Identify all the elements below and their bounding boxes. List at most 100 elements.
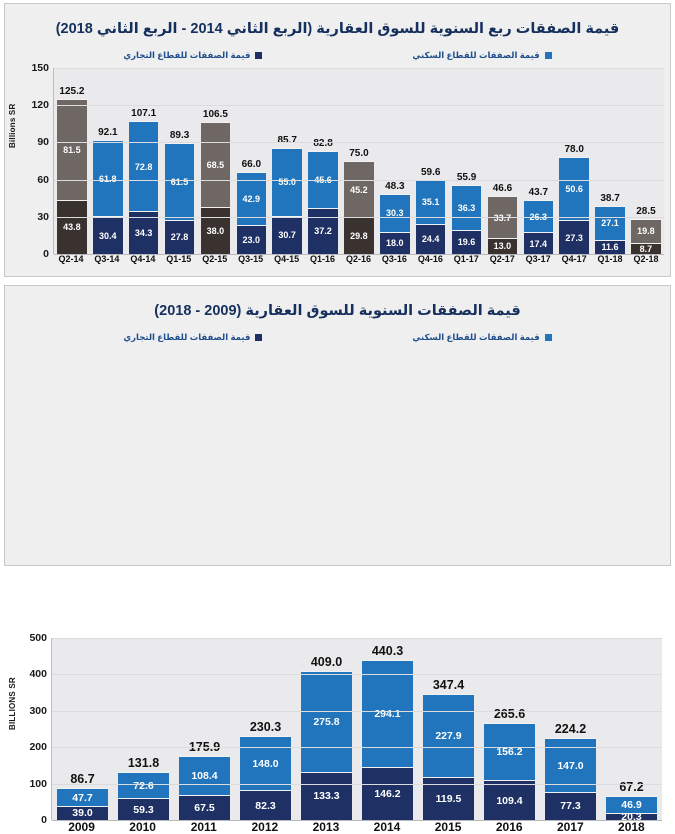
bar-segment-commercial[interactable]: 8.7 (631, 243, 661, 254)
bar-segment-commercial[interactable]: 30.4 (93, 216, 123, 254)
bar-group[interactable]: 125.2 81.5 43.8 (54, 68, 90, 254)
bar-segment-residential[interactable]: 42.9 (236, 172, 267, 226)
bar-segment-residential[interactable]: 27.1 (595, 206, 625, 240)
legend-item-residential[interactable]: قيمة الصفقات للقطاع السكني (412, 332, 552, 343)
bar-segment-commercial[interactable]: 82.3 (240, 790, 291, 820)
stacked-bar[interactable]: 227.9 119.5 (423, 693, 474, 820)
bar-segment-commercial[interactable]: 77.3 (545, 791, 596, 820)
stacked-bar[interactable]: 294.1 146.2 (362, 659, 413, 820)
stacked-bar[interactable]: 72.8 34.3 (128, 121, 159, 254)
bar-group[interactable]: 28.5 19.8 8.7 (628, 68, 664, 254)
bar-segment-residential[interactable]: 61.5 (164, 143, 195, 220)
stacked-bar[interactable]: 35.1 24.4 (415, 180, 446, 254)
bar-segment-commercial[interactable]: 17.4 (523, 232, 554, 254)
bar-segment-residential[interactable]: 156.2 (484, 723, 535, 781)
bar-group[interactable]: 107.1 72.8 34.3 (126, 68, 162, 254)
bar-segment-commercial[interactable]: 59.3 (118, 798, 169, 820)
bar-group[interactable]: 82.845.637.2 (305, 68, 341, 254)
bar-group[interactable]: 89.3 61.5 27.8 (162, 68, 198, 254)
bar-group[interactable]: 59.6 35.1 24.4 (413, 68, 449, 254)
bar-segment-commercial[interactable]: 27.8 (164, 219, 195, 254)
stacked-bar[interactable]: 26.3 17.4 (523, 199, 554, 254)
bar-segment-commercial[interactable]: 37.2 (308, 207, 338, 254)
bar-group[interactable]: 86.7 47.7 39.0 (52, 638, 113, 820)
bar-segment-commercial[interactable]: 146.2 (362, 766, 413, 820)
bar-segment-commercial[interactable]: 24.4 (415, 223, 446, 254)
stacked-bar[interactable]: 45.637.2 (308, 151, 338, 254)
bar-segment-residential[interactable]: 148.0 (240, 736, 291, 791)
bar-segment-residential[interactable]: 55.0 (272, 147, 302, 216)
stacked-bar[interactable]: 45.2 29.8 (344, 161, 374, 254)
bar-group[interactable]: 265.6 156.2 109.4 (479, 638, 540, 820)
bar-group[interactable]: 440.3 294.1 146.2 (357, 638, 418, 820)
bar-segment-commercial[interactable]: 13.0 (487, 237, 518, 254)
stacked-bar[interactable]: 148.0 82.3 (240, 736, 291, 820)
bar-group[interactable]: 230.3 148.0 82.3 (235, 638, 296, 820)
stacked-bar[interactable]: 30.3 18.0 (380, 194, 410, 254)
bar-segment-commercial[interactable]: 18.0 (380, 231, 410, 254)
bar-group[interactable]: 38.7 27.1 11.6 (592, 68, 628, 254)
bar-segment-commercial[interactable]: 27.3 (559, 220, 589, 254)
stacked-bar[interactable]: 50.6 27.3 (559, 157, 589, 254)
stacked-bar[interactable]: 68.5 38.0 (200, 121, 231, 254)
bar-segment-residential[interactable]: 72.8 (128, 121, 159, 212)
bar-group[interactable]: 85.7 55.0 30.7 (269, 68, 305, 254)
legend-item-commercial[interactable]: قيمة الصفقات للقطاع التجاري (123, 332, 263, 343)
bar-group[interactable]: 175.9 108.4 67.5 (174, 638, 235, 820)
stacked-bar[interactable]: 27.1 11.6 (595, 206, 625, 254)
bar-segment-residential[interactable]: 36.3 (451, 184, 482, 230)
stacked-bar[interactable]: 55.0 30.7 (272, 147, 302, 254)
stacked-bar[interactable]: 36.3 19.6 (451, 184, 482, 254)
stacked-bar[interactable]: 42.9 23.0 (236, 172, 267, 254)
stacked-bar[interactable]: 46.9 20.3 (606, 795, 657, 820)
stacked-bar[interactable]: 47.7 39.0 (57, 788, 108, 820)
bar-group[interactable]: 409.0 275.8 133.3 (296, 638, 357, 820)
bar-group[interactable]: 46.633.713.0 (485, 68, 521, 254)
bar-group[interactable]: 55.9 36.3 19.6 (449, 68, 485, 254)
bar-segment-residential[interactable]: 294.1 (362, 659, 413, 767)
bar-group[interactable]: 78.0 50.6 27.3 (556, 68, 592, 254)
stacked-bar[interactable]: 108.4 67.5 (179, 755, 230, 820)
stacked-bar[interactable]: 275.8 133.3 (301, 671, 352, 820)
bar-group[interactable]: 43.7 26.3 17.4 (520, 68, 556, 254)
stacked-bar[interactable]: 19.8 8.7 (631, 218, 661, 254)
stacked-bar[interactable]: 72.6 59.3 (118, 772, 169, 820)
bar-group[interactable]: 131.8 72.6 59.3 (113, 638, 174, 820)
bar-segment-residential[interactable]: 46.9 (606, 795, 657, 813)
legend-item-residential[interactable]: قيمة الصفقات للقطاع السكني (412, 50, 552, 61)
bar-segment-commercial[interactable]: 23.0 (236, 225, 267, 254)
bar-segment-commercial[interactable]: 34.3 (128, 211, 159, 254)
bar-segment-residential[interactable]: 81.5 (57, 98, 87, 200)
bar-segment-commercial[interactable]: 11.6 (595, 239, 625, 254)
bar-segment-residential[interactable]: 26.3 (523, 199, 554, 233)
stacked-bar[interactable]: 147.0 77.3 (545, 738, 596, 820)
bar-segment-commercial[interactable]: 39.0 (57, 805, 108, 820)
bar-group[interactable]: 48.3 30.3 18.0 (377, 68, 413, 254)
bar-segment-commercial[interactable]: 43.8 (57, 199, 87, 254)
bar-segment-residential[interactable]: 68.5 (200, 121, 231, 207)
bar-segment-residential[interactable]: 275.8 (301, 671, 352, 772)
bar-segment-residential[interactable]: 30.3 (380, 194, 410, 232)
bar-segment-residential[interactable]: 45.2 (344, 161, 374, 218)
bar-segment-commercial[interactable]: 133.3 (301, 771, 352, 820)
bar-segment-commercial[interactable]: 67.5 (179, 795, 230, 820)
bar-segment-commercial[interactable]: 38.0 (200, 206, 231, 254)
bar-segment-residential[interactable]: 35.1 (415, 180, 446, 224)
stacked-bar[interactable]: 61.8 30.4 (93, 139, 123, 254)
bar-segment-residential[interactable]: 227.9 (423, 693, 474, 777)
bar-segment-commercial[interactable]: 29.8 (344, 217, 374, 254)
stacked-bar[interactable]: 61.5 27.8 (164, 143, 195, 254)
bar-segment-residential[interactable]: 19.8 (631, 218, 661, 244)
bar-group[interactable]: 66.0 42.9 23.0 (233, 68, 269, 254)
bar-group[interactable]: 92.1 61.8 30.4 (90, 68, 126, 254)
bar-segment-commercial[interactable]: 20.3 (606, 812, 657, 820)
stacked-bar[interactable]: 156.2 109.4 (484, 723, 535, 820)
bar-segment-commercial[interactable]: 19.6 (451, 229, 482, 254)
bar-segment-residential[interactable]: 50.6 (559, 157, 589, 221)
bar-segment-residential[interactable]: 72.6 (118, 772, 169, 799)
stacked-bar[interactable]: 81.5 43.8 (57, 98, 87, 254)
bar-segment-residential[interactable]: 108.4 (179, 755, 230, 796)
bar-segment-commercial[interactable]: 30.7 (272, 215, 302, 254)
bar-group[interactable]: 224.2 147.0 77.3 (540, 638, 601, 820)
legend-item-commercial[interactable]: قيمة الصفقات للقطاع التجاري (123, 50, 263, 61)
